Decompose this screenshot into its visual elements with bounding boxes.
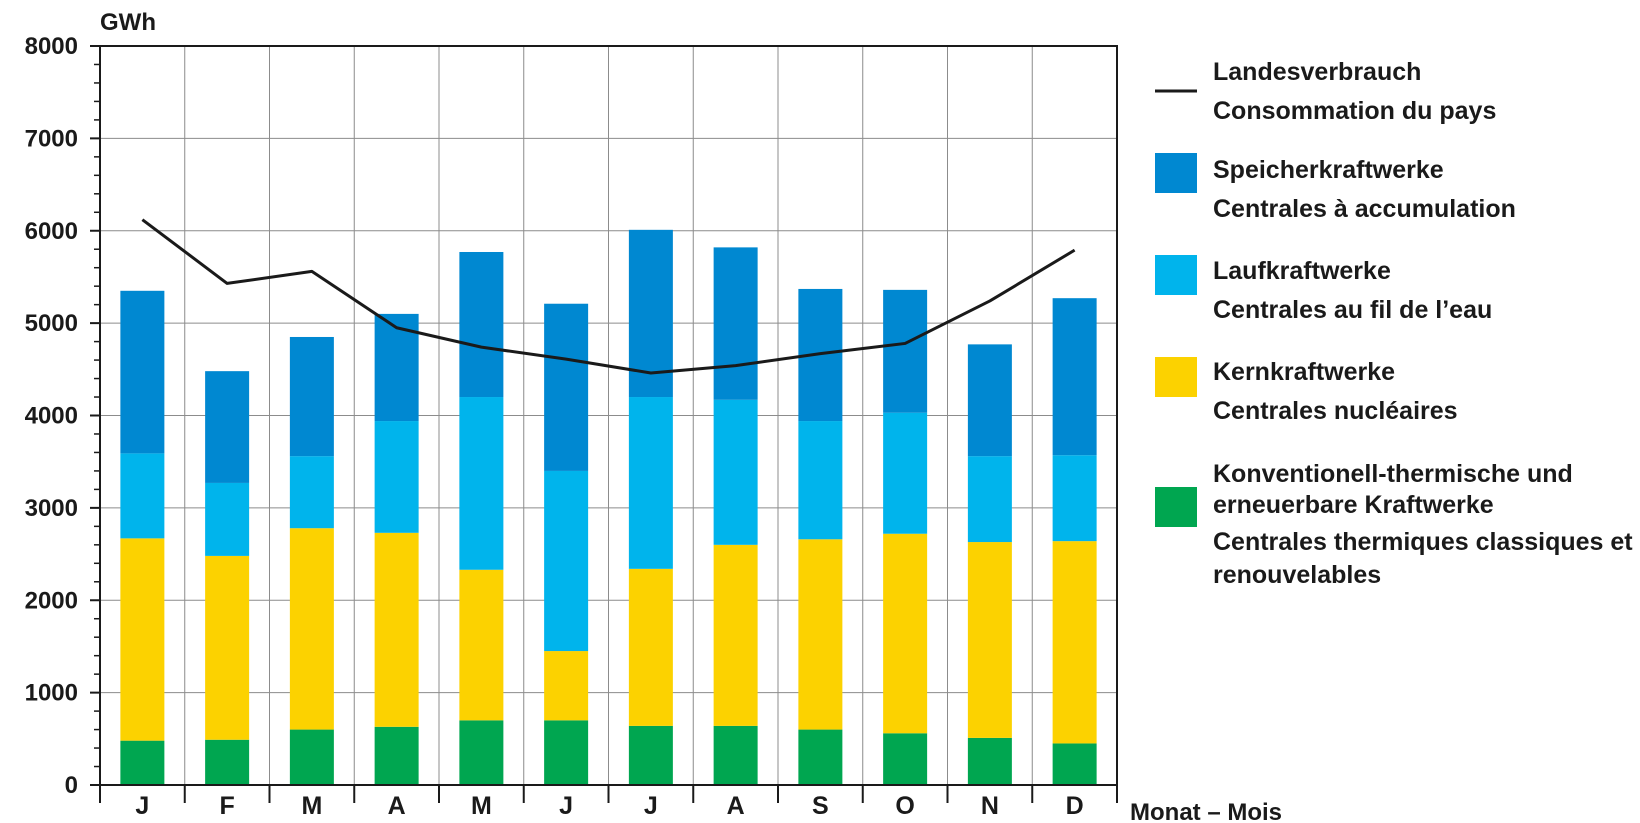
y-axis-unit: GWh	[100, 9, 156, 36]
legend-label: erneuerbare Kraftwerke	[1213, 491, 1494, 519]
legend-label: Centrales thermiques classiques et	[1213, 528, 1633, 556]
x-tick-label: J	[559, 792, 573, 820]
bar-segment-0-4	[459, 720, 504, 785]
y-tick-label: 5000	[25, 310, 78, 337]
bar-segment-2-1	[205, 482, 250, 556]
legend-label: Landesverbrauch	[1213, 58, 1421, 86]
bar-segment-1-10	[967, 542, 1012, 738]
bar-segment-2-8	[798, 421, 843, 540]
legend: Landesverbrauch Consommation du pays Speic…	[1155, 58, 1633, 589]
bar-segment-2-5	[544, 470, 589, 652]
bar-segment-1-9	[883, 533, 928, 734]
legend-label: Konventionell-thermische und	[1213, 460, 1573, 488]
bar-segment-1-4	[459, 569, 504, 721]
x-tick-label: J	[135, 792, 149, 820]
bar-segment-2-6	[628, 397, 673, 569]
bar-segment-0-9	[883, 733, 928, 785]
bar-segment-3-11	[1052, 298, 1097, 456]
legend-label: Centrales nucléaires	[1213, 397, 1458, 425]
x-tick-label: J	[644, 792, 658, 820]
bar-segment-3-2	[289, 336, 334, 457]
y-tick-label: 1000	[25, 680, 78, 707]
y-tick-label: 2000	[25, 587, 78, 614]
bar-segment-0-1	[205, 739, 250, 785]
x-tick-label: F	[219, 792, 234, 820]
bar-segment-2-11	[1052, 455, 1097, 542]
bar-segment-1-6	[628, 568, 673, 726]
legend-label: Consommation du pays	[1213, 97, 1496, 125]
consumption-line	[141, 218, 1076, 375]
bar-segment-1-11	[1052, 541, 1097, 744]
y-tick-label: 7000	[25, 125, 78, 152]
bar-segment-2-7	[713, 399, 758, 545]
bar-segment-0-0	[120, 740, 165, 785]
x-tick-label: A	[388, 792, 406, 820]
bar-segment-3-7	[713, 247, 758, 400]
bar-segment-3-1	[205, 371, 250, 483]
legend-swatch-2	[1155, 255, 1197, 295]
legend-label: Kernkraftwerke	[1213, 358, 1395, 386]
legend-label: Laufkraftwerke	[1213, 257, 1391, 285]
line-landesverbrauch	[141, 218, 1076, 375]
bar-segment-0-5	[544, 720, 589, 785]
bar-segment-0-8	[798, 729, 843, 785]
bar-segment-3-0	[120, 290, 165, 454]
bar-segment-0-6	[628, 725, 673, 785]
bar-segment-2-10	[967, 456, 1012, 543]
y-tick-label: 6000	[25, 218, 78, 245]
legend-swatch-3	[1155, 153, 1197, 193]
bar-segment-1-3	[374, 532, 419, 727]
bar-segment-3-5	[544, 303, 589, 471]
bar-segment-2-2	[289, 456, 334, 529]
bar-segment-2-4	[459, 397, 504, 570]
x-tick-label: O	[895, 792, 914, 820]
x-tick-label: M	[301, 792, 322, 820]
bar-segment-1-1	[205, 555, 250, 740]
grid	[100, 46, 1117, 785]
bar-segment-1-5	[544, 651, 589, 721]
x-tick-label: M	[471, 792, 492, 820]
legend-label: Centrales à accumulation	[1213, 195, 1516, 223]
legend-label: Centrales au fil de l’eau	[1213, 296, 1492, 324]
legend-swatch-0	[1155, 487, 1197, 527]
x-axis-label: Monat – Mois	[1130, 799, 1282, 823]
y-tick-label: 8000	[25, 33, 78, 60]
y-axis-ticks: 0 1000 2000 3000 4000 5000 6000 7000 8000	[25, 33, 100, 799]
x-tick-label: A	[727, 792, 745, 820]
legend-label: Speicherkraftwerke	[1213, 156, 1444, 184]
bar-segment-2-3	[374, 421, 419, 533]
bar-segment-1-2	[289, 528, 334, 730]
bar-segment-2-0	[120, 453, 165, 539]
bar-segment-1-7	[713, 544, 758, 726]
bar-segment-1-0	[120, 538, 165, 741]
bar-segment-3-10	[967, 344, 1012, 457]
bar-segment-0-10	[967, 737, 1012, 785]
y-tick-label: 3000	[25, 495, 78, 522]
legend-label: renouvelables	[1213, 561, 1381, 589]
x-tick-label: D	[1066, 792, 1084, 820]
bar-segment-0-3	[374, 726, 419, 785]
y-tick-label: 0	[65, 772, 78, 799]
bar-segment-2-9	[883, 412, 928, 534]
x-tick-label: N	[981, 792, 999, 820]
bar-segment-1-8	[798, 539, 843, 730]
bar-segment-0-2	[289, 729, 334, 785]
bar-segment-0-7	[713, 725, 758, 785]
y-tick-label: 4000	[25, 403, 78, 430]
bar-segment-3-9	[883, 289, 928, 413]
bar-segment-3-4	[459, 251, 504, 398]
x-tick-label: S	[812, 792, 829, 820]
legend-swatch-1	[1155, 357, 1197, 397]
bar-segment-0-11	[1052, 743, 1097, 785]
